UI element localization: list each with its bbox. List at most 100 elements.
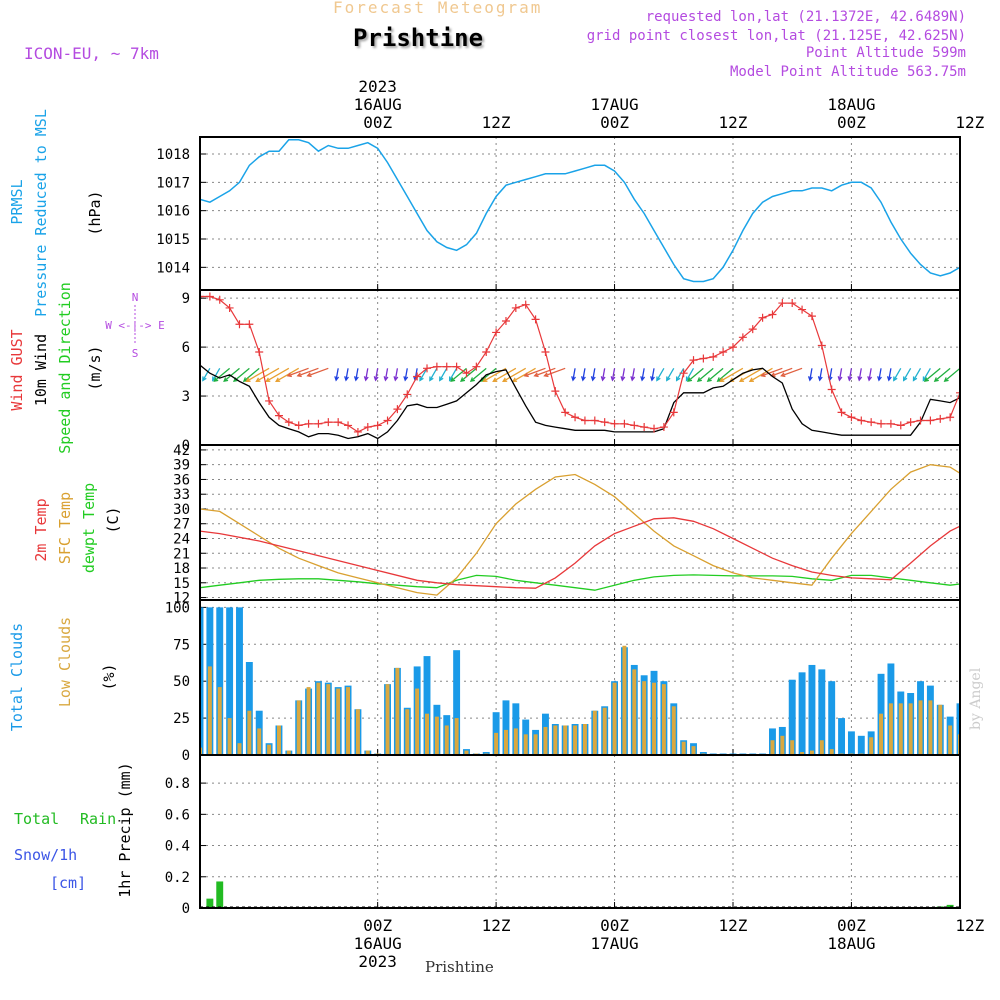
model-label: ICON-EU, ~ 7km [24, 44, 159, 63]
low-cloud-bar [888, 703, 893, 755]
wind-arrowhead [511, 377, 518, 382]
wind-arrow [934, 367, 951, 382]
wind-arrowhead [571, 376, 576, 382]
low-cloud-bar [326, 684, 331, 755]
total-cloud-bar [200, 607, 204, 755]
pressure-ytick-label: 1018 [156, 147, 190, 163]
compass-south: S [132, 347, 139, 360]
low-cloud-bar [908, 703, 913, 755]
wind-gust-marker [788, 299, 797, 308]
low-cloud-bar [346, 687, 351, 755]
total-cloud-bar [857, 735, 865, 755]
wind-gust-marker [413, 372, 422, 381]
temperature-ytick-label: 15 [173, 576, 190, 592]
clouds-frame [199, 599, 961, 756]
wind-arrowhead [460, 377, 466, 383]
top-hour-label: 12Z [955, 113, 984, 132]
temperature-ytick-label: 39 [173, 458, 190, 474]
wind-arrowhead [706, 377, 712, 383]
wind-arrowhead [202, 376, 207, 382]
compass-north: N [132, 291, 139, 304]
wind-arrowhead [306, 372, 312, 378]
wind-gust-marker [728, 343, 737, 352]
wind-arrow [374, 368, 379, 381]
wind-arrowhead [640, 376, 646, 382]
low-cloud-bar [809, 750, 814, 755]
wind-arrowhead [847, 376, 853, 382]
wind-gust-marker [817, 341, 826, 350]
wind-gust-marker [442, 362, 451, 371]
top-hour-label: 00Z [600, 113, 629, 132]
wind-arrow [544, 367, 566, 377]
low-cloud-bar [652, 682, 656, 755]
wind-arrowhead [439, 376, 444, 382]
wind-gust-marker [393, 405, 402, 414]
top-hour-label: 12Z [482, 113, 511, 132]
wind-gust-marker [265, 396, 274, 405]
wind-arrowhead [912, 376, 918, 382]
low-cloud-bar [898, 703, 903, 755]
wind-arrow [335, 368, 339, 381]
wind-arrowhead [492, 377, 498, 382]
low-cloud-bar [632, 669, 637, 755]
wind-arrowhead [886, 376, 892, 382]
model-point-altitude: Model Point Altitude 563.75m [729, 64, 966, 80]
wind-arrow [685, 367, 695, 381]
wind-gust-marker [956, 388, 960, 397]
wind-arrow [404, 368, 408, 381]
wind-arrowhead [286, 372, 292, 378]
wind-arrowhead [275, 377, 281, 382]
wind-arrowhead [469, 377, 475, 383]
wind-gust-marker [778, 299, 787, 308]
low-cloud-bar [504, 729, 508, 755]
wind-gust-marker [274, 411, 283, 420]
wind-arrow [828, 368, 833, 381]
temperature-ytick-label: 18 [173, 561, 190, 577]
temperature-ytick-label: 42 [173, 443, 190, 459]
wind-gust-marker [511, 303, 520, 312]
wind-ytick-label: 0 [182, 438, 190, 454]
wind-gust-marker [807, 312, 816, 321]
wind-arrow [651, 368, 655, 381]
low-cloud-bar [563, 725, 568, 755]
low-cloud-bar [336, 688, 341, 755]
low-cloud-bar [286, 750, 291, 755]
wind-gust-marker [324, 418, 333, 427]
top-hour-label: 00Z [837, 113, 866, 132]
temperature-ytick-label: 30 [173, 502, 190, 518]
meteogram-subtitle: Forecast Meteogram [333, 0, 543, 17]
wind-gust-marker [294, 421, 303, 430]
wind-10m-label: 10m Wind [32, 334, 50, 406]
wind-arrowhead [383, 376, 389, 382]
wind-arrow [493, 367, 517, 382]
wind-arrow [868, 368, 872, 381]
clouds-ytick-label: 25 [173, 711, 190, 727]
precip-ytick-label: 0.2 [165, 870, 190, 886]
wind-arrow [903, 367, 912, 381]
wind-arrowhead [748, 377, 754, 382]
wind-arrow [275, 367, 300, 382]
low-cloud-bar [681, 741, 686, 755]
wind-arrowhead [296, 372, 302, 378]
wind-arrow [200, 368, 201, 370]
wind-arrow [429, 367, 438, 381]
legend-snow: Snow/1h [14, 846, 77, 864]
pressure-unit-label: (hPa) [86, 190, 104, 235]
wind-gust-marker [837, 408, 846, 417]
wind-arrow [922, 367, 931, 381]
low-cloud-bar [425, 713, 429, 755]
precip-unit-label: 1hr Precip (mm) [116, 762, 134, 897]
wind-arrowhead [738, 377, 745, 382]
low-cloud-bar [247, 710, 252, 755]
wind-arrowhead [334, 376, 340, 382]
wind-arrow [223, 367, 240, 382]
low-cloud-bar [267, 744, 272, 755]
grid-point-coords: grid point closest lon,lat (21.125E, 42.… [586, 28, 966, 44]
wind-arrow [878, 368, 882, 381]
bottom-hour-label: 00Z [837, 916, 866, 935]
wind-arrow [524, 367, 546, 377]
clouds-panel: 0 25 50 75 100 [165, 599, 961, 764]
low-cloud-bar [573, 725, 578, 755]
wind-arrow [720, 367, 744, 382]
